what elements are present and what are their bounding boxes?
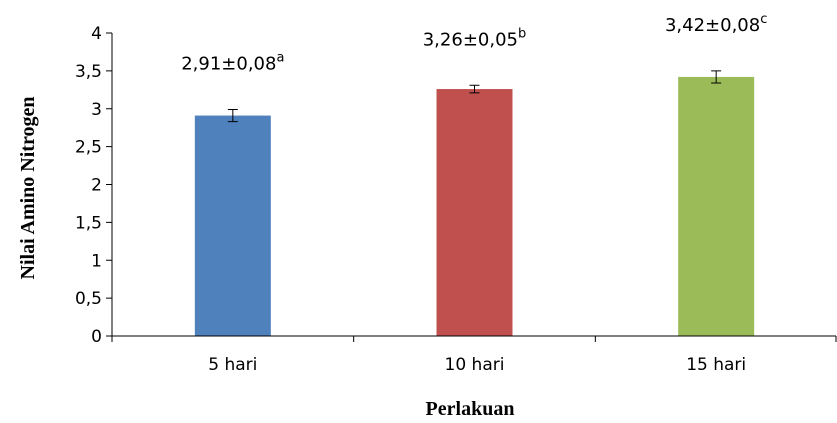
- x-axis: 5 hari 10 hari 15 hari: [111, 335, 837, 375]
- error-bar: [227, 109, 238, 123]
- bar: [436, 89, 513, 337]
- y-axis-title: Nilai Amino Nitrogen: [17, 97, 39, 280]
- y-axis: 0 0,5 1 1,5 2 2,5 3 3,5 4: [75, 24, 113, 347]
- y-tick-label: 3: [91, 100, 102, 120]
- error-bar: [469, 84, 480, 94]
- x-tick-label: 10 hari: [445, 355, 505, 375]
- data-label: 2,91±0,08a: [181, 51, 284, 75]
- error-bar: [711, 70, 722, 84]
- data-label: 3,26±0,05b: [423, 26, 527, 50]
- y-tick-label: 2,5: [75, 138, 102, 158]
- y-tick-label: 3,5: [75, 62, 102, 82]
- y-tick-label: 1,5: [75, 213, 102, 233]
- x-tick-label: 5 hari: [208, 355, 257, 375]
- bar: [678, 76, 755, 336]
- y-tick-label: 2: [91, 176, 102, 196]
- y-tick-label: 4: [91, 24, 102, 44]
- y-tick-label: 0,5: [75, 289, 102, 309]
- y-tick-label: 1: [91, 251, 102, 271]
- bars: 2,91±0,08a 3,26±0,05b 3,42±0,08c: [181, 12, 767, 337]
- data-label: 3,42±0,08c: [665, 12, 767, 36]
- x-tick-label: 15 hari: [686, 355, 746, 375]
- bar: [194, 115, 271, 336]
- y-tick-label: 0: [91, 327, 102, 347]
- x-axis-title: Perlakuan: [426, 398, 515, 420]
